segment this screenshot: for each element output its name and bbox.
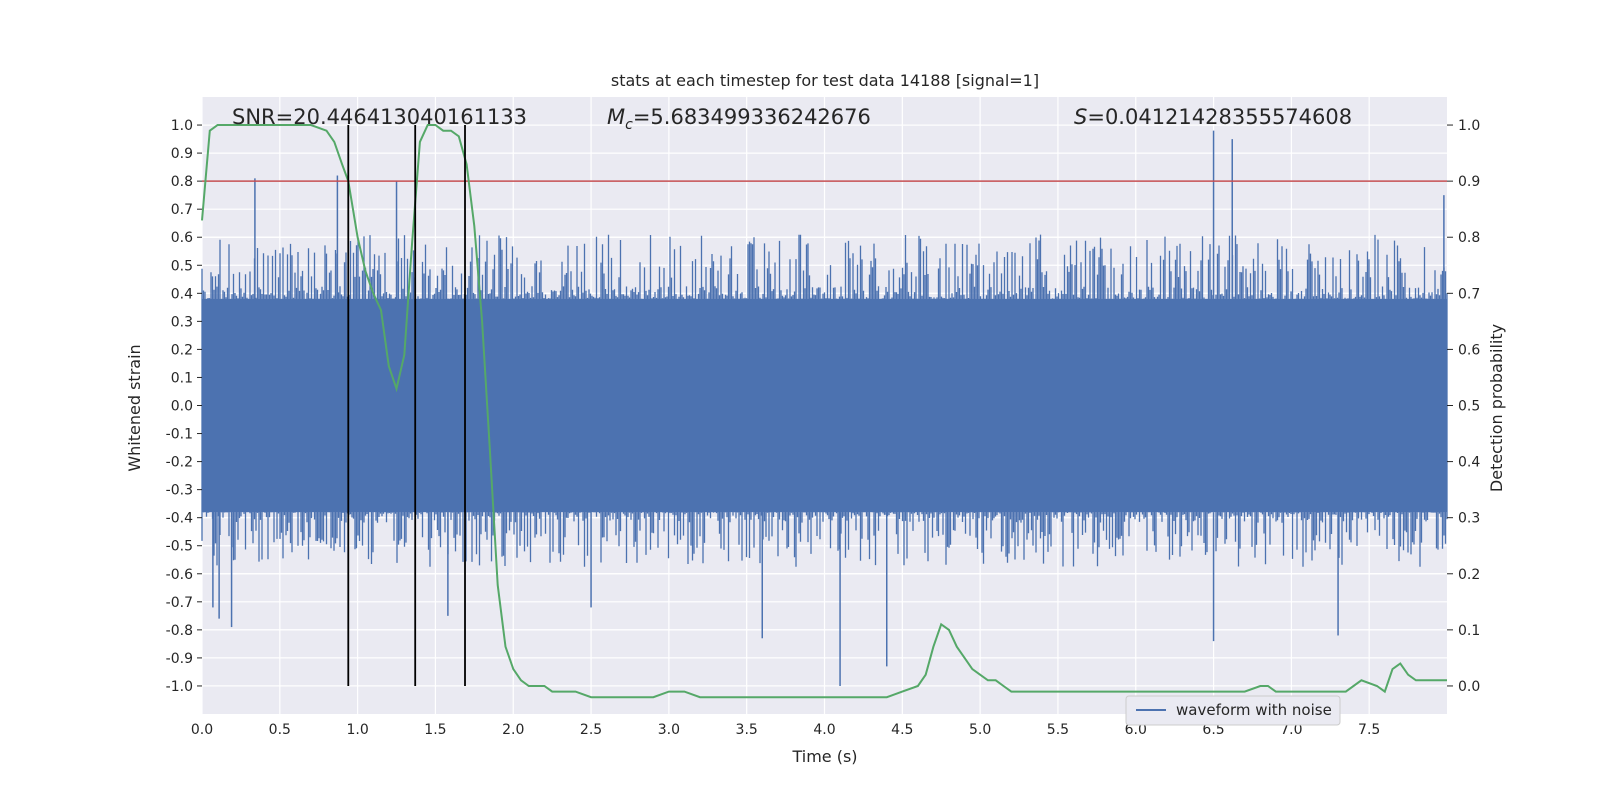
detection-probability-line xyxy=(201,124,1447,699)
y-left-tick-label: 0.3 xyxy=(171,314,193,330)
waveform-line xyxy=(201,234,1448,567)
chirp-mass-symbol: M xyxy=(607,105,625,129)
y-left-tick-label: -1.0 xyxy=(166,679,193,695)
y-left-tick-label: -0.6 xyxy=(166,567,193,583)
waveform-series xyxy=(201,130,1448,686)
y-right-tick-label: 0.2 xyxy=(1458,567,1480,583)
s-annotation: S=0.04121428355574608 xyxy=(1074,105,1352,129)
x-tick-label: 4.0 xyxy=(813,722,835,738)
y-left-tick-label: 1.0 xyxy=(171,118,193,134)
x-axis-label: Time (s) xyxy=(791,747,857,766)
y-right-tick-label: 0.7 xyxy=(1458,286,1480,302)
y-left-tick-label: 0.5 xyxy=(171,258,193,274)
y-left-tick-label: -0.1 xyxy=(166,427,193,443)
y-right-tick-label: 0.9 xyxy=(1458,174,1480,190)
x-tick-label: 4.5 xyxy=(891,722,913,738)
y-left-tick-label: 0.8 xyxy=(171,174,193,190)
y-left-tick-label: 0.7 xyxy=(171,202,193,218)
x-tick-label: 3.5 xyxy=(736,722,758,738)
x-tick-label: 2.0 xyxy=(502,722,524,738)
x-tick-label: 5.0 xyxy=(969,722,991,738)
x-tick-label: 1.5 xyxy=(424,722,446,738)
vertical-markers xyxy=(347,125,466,686)
x-tick-label: 0.0 xyxy=(191,722,213,738)
y-left-tick-label: -0.5 xyxy=(166,539,193,555)
x-tick-label: 5.5 xyxy=(1047,722,1069,738)
y-axis-left-label: Whitened strain xyxy=(125,344,144,471)
x-tick-label: 7.5 xyxy=(1358,722,1380,738)
y-left-tick-label: 0.1 xyxy=(171,370,193,386)
x-tick-label: 7.0 xyxy=(1280,722,1302,738)
y-left-tick-label: 0.4 xyxy=(171,286,193,302)
y-right-tick-label: 0.4 xyxy=(1458,455,1480,471)
y-left-tick-label: 0.6 xyxy=(171,230,193,246)
chirp-mass-annotation: Mc=5.683499336242676 xyxy=(607,105,871,133)
s-symbol: S xyxy=(1074,105,1087,129)
legend-label-waveform: waveform with noise xyxy=(1176,701,1332,719)
chirp-mass-subscript: c xyxy=(625,117,633,133)
y-left-tick-label: -0.3 xyxy=(166,483,193,499)
snr-annotation: SNR=20.446413040161133 xyxy=(232,105,527,129)
s-value: =0.04121428355574608 xyxy=(1087,105,1352,129)
y-right-tick-label: 0.0 xyxy=(1458,679,1480,695)
y-right-tick-label: 0.5 xyxy=(1458,399,1480,415)
legend-box xyxy=(1125,695,1341,726)
x-tick-label: 3.0 xyxy=(658,722,680,738)
y-left-tick-label: 0.2 xyxy=(171,342,193,358)
detection-probability-series xyxy=(201,124,1447,699)
y-right-tick-label: 0.3 xyxy=(1458,511,1480,527)
y-left-tick-label: 0.0 xyxy=(171,399,193,415)
legend: waveform with noise xyxy=(1125,695,1341,726)
y-right-tick-label: 0.1 xyxy=(1458,623,1480,639)
y-left-tick-label: -0.2 xyxy=(166,455,193,471)
axes: 0.0 0.5 1.0 1.5 2.0 2.5 3.0 3.5 4.0 4.5 5.0 5.5 6.0 6… xyxy=(166,118,1481,738)
x-tick-label: 6.0 xyxy=(1125,722,1147,738)
x-tick-label: 6.5 xyxy=(1202,722,1224,738)
y-left-tick-label: -0.8 xyxy=(166,623,193,639)
x-tick-label: 0.5 xyxy=(269,722,291,738)
y-right-tick-label: 0.8 xyxy=(1458,230,1480,246)
y-axis-right-label: Detection probability xyxy=(1487,324,1506,492)
x-tick-label: 2.5 xyxy=(580,722,602,738)
x-tick-label: 1.0 xyxy=(346,722,368,738)
chirp-mass-value: =5.683499336242676 xyxy=(633,105,871,129)
y-left-tick-label: -0.4 xyxy=(166,511,193,527)
chart-title: stats at each timestep for test data 141… xyxy=(611,71,1039,90)
y-left-tick-label: 0.9 xyxy=(171,146,193,162)
y-left-tick-label: -0.9 xyxy=(166,651,193,667)
y-left-tick-label: -0.7 xyxy=(166,595,193,611)
y-right-tick-label: 0.6 xyxy=(1458,342,1480,358)
y-right-tick-label: 1.0 xyxy=(1458,118,1480,134)
